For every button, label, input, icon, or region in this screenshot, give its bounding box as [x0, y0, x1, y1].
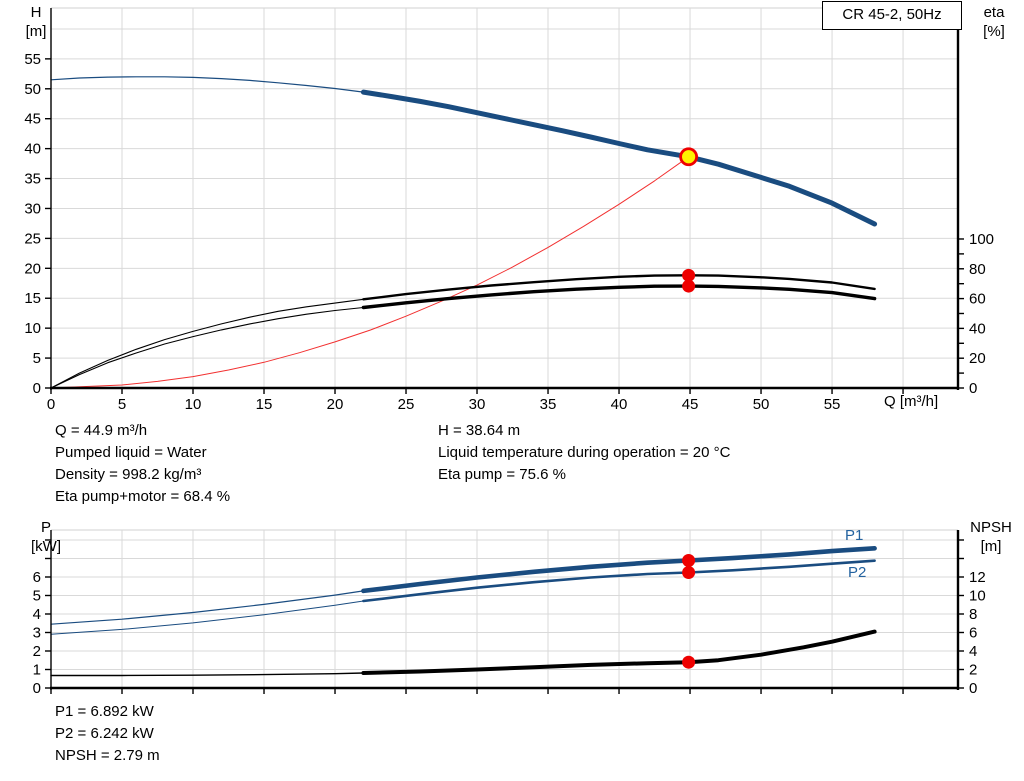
- info-q: Q = 44.9 m³/h: [55, 422, 148, 439]
- left-tick-label: 1: [33, 661, 41, 678]
- p-axis-title: P [kW]: [20, 518, 72, 556]
- npsh-axis-title-line1: NPSH: [970, 519, 1012, 536]
- duty-info-right: H = 38.64 m Liquid temperature during op…: [438, 420, 730, 486]
- x-tick-label: 45: [682, 396, 699, 413]
- npsh-axis-title-line2: [m]: [980, 538, 1002, 555]
- p1-curve: [50, 590, 364, 625]
- head-curve: [360, 89, 878, 227]
- left-tick-label: 2: [33, 643, 41, 660]
- npsh-point: [682, 655, 696, 669]
- left-tick-label: 20: [24, 260, 41, 277]
- npsh-curve: [361, 629, 877, 675]
- eta-axis-title-line1: eta: [983, 4, 1005, 21]
- eta-pump-curve: [362, 274, 876, 301]
- x-tick-label: 55: [824, 396, 841, 413]
- right-tick-label: 10: [969, 587, 986, 604]
- right-tick-label: 6: [969, 624, 977, 641]
- right-tick-label: 100: [969, 231, 994, 248]
- eta-pump-curve: [50, 298, 364, 389]
- q-axis-title: Q [m³/h]: [884, 393, 939, 410]
- head-curve: [50, 76, 364, 93]
- info-density: Density = 998.2 kg/m³: [55, 466, 202, 483]
- npsh-axis-title: NPSH [m]: [962, 518, 1020, 556]
- right-tick-label: 60: [969, 291, 986, 308]
- right-tick-label: 40: [969, 320, 986, 337]
- info-pumped-liquid: Pumped liquid = Water: [55, 444, 207, 461]
- info-liquid-temp: Liquid temperature during operation = 20…: [438, 444, 731, 461]
- duty-point: [679, 147, 699, 167]
- left-tick-label: 0: [33, 380, 41, 397]
- info-npsh: NPSH = 2.79 m: [55, 747, 160, 764]
- left-tick-label: 15: [24, 290, 41, 307]
- pump-type-box: CR 45-2, 50Hz: [822, 1, 962, 30]
- right-tick-label: 2: [969, 661, 977, 678]
- x-tick-label: 5: [118, 396, 126, 413]
- left-tick-label: 6: [33, 569, 41, 586]
- x-tick-label: 15: [256, 396, 273, 413]
- left-tick-label: 50: [24, 81, 41, 98]
- right-tick-label: 0: [969, 380, 977, 397]
- gridlines: [51, 7, 958, 388]
- right-tick-label: 20: [969, 350, 986, 367]
- left-tick-label: 35: [24, 171, 41, 188]
- left-tick-label: 10: [24, 320, 41, 337]
- npsh-curve: [50, 672, 365, 677]
- x-tick-label: 25: [398, 396, 415, 413]
- info-p1: P1 = 6.892 kW: [55, 703, 154, 720]
- x-tick-label: 35: [540, 396, 557, 413]
- info-eta-pump-motor: Eta pump+motor = 68.4 %: [55, 488, 231, 505]
- p1-curve: [361, 546, 877, 594]
- p-axis-title-line1: P: [40, 519, 51, 536]
- duty-info-left: Q = 44.9 m³/h Pumped liquid = Water Dens…: [55, 420, 230, 508]
- info-p2: P2 = 6.242 kW: [55, 725, 154, 742]
- right-tick-label: 4: [969, 643, 977, 660]
- p2-point: [682, 566, 696, 580]
- left-tick-label: 3: [33, 624, 41, 641]
- h-axis-title-line2: [m]: [25, 23, 47, 40]
- x-tick-label: 50: [753, 396, 770, 413]
- eta-axis-title-line2: [%]: [983, 23, 1005, 40]
- info-eta-pump: Eta pump = 75.6 %: [438, 466, 566, 483]
- eta-axis-title: eta [%]: [972, 3, 1016, 41]
- x-tick-label: 0: [47, 396, 55, 413]
- eta-pump-motor-curve: [361, 284, 877, 310]
- p1-point: [682, 553, 696, 567]
- left-tick-label: 25: [24, 230, 41, 247]
- p1-curve-label: P1: [845, 527, 864, 544]
- x-tick-label: 10: [185, 396, 202, 413]
- right-tick-label: 0: [969, 680, 977, 697]
- axes: 0 5 10 15 20 25 30 35 40 45 50 55 0 20 40 60 80 100 0 5 10 15…: [24, 8, 994, 413]
- right-tick-label: 80: [969, 261, 986, 278]
- left-tick-label: 4: [33, 606, 41, 623]
- eta-pump-motor-point: [682, 279, 696, 293]
- system-curve: [50, 156, 690, 389]
- p-axis-title-line2: [kW]: [31, 538, 61, 555]
- x-tick-label: 30: [469, 396, 486, 413]
- right-tick-label: 12: [969, 569, 986, 586]
- left-tick-label: 40: [24, 141, 41, 158]
- left-tick-label: 5: [33, 350, 41, 367]
- power-info-block: P1 = 6.892 kW P2 = 6.242 kW NPSH = 2.79 …: [55, 701, 160, 767]
- left-tick-label: 5: [33, 587, 41, 604]
- left-tick-label: 30: [24, 200, 41, 217]
- x-tick-label: 40: [611, 396, 628, 413]
- x-tick-label: 20: [327, 396, 344, 413]
- eta-pump-point: [682, 268, 696, 282]
- p2-curve: [50, 600, 364, 635]
- p2-curve-label: P2: [848, 564, 867, 581]
- info-h: H = 38.64 m: [438, 422, 521, 439]
- h-axis-title-line1: H: [30, 4, 42, 21]
- p2-curve: [362, 559, 876, 603]
- left-tick-label: 0: [33, 680, 41, 697]
- h-axis-title: H [m]: [17, 3, 55, 41]
- left-tick-label: 55: [24, 51, 41, 68]
- eta-pump-motor-curve: [50, 306, 364, 389]
- left-tick-label: 45: [24, 111, 41, 128]
- head-eta-chart: 0 5 10 15 20 25 30 35 40 45 50 55 0 20 40 60 80 100 0 5 10 15…: [24, 7, 994, 413]
- right-tick-label: 8: [969, 606, 977, 623]
